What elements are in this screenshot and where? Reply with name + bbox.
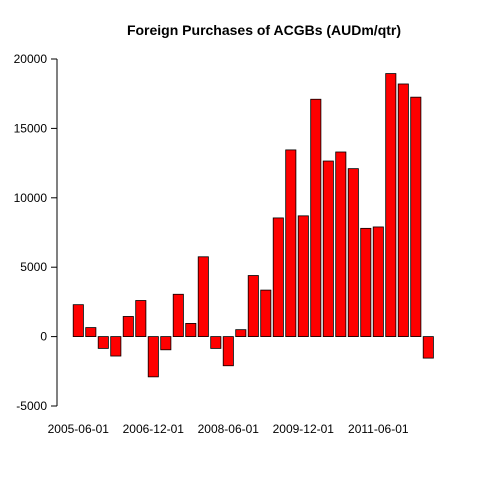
bar-18	[297, 215, 309, 337]
y-tick-label: -5000	[16, 399, 47, 413]
bar-24	[372, 226, 384, 337]
y-tick-label: 20000	[14, 52, 48, 66]
bar-23	[360, 227, 372, 337]
bar-19	[310, 98, 322, 338]
bar-3	[110, 336, 122, 357]
x-tick-label: 2008-06-01	[198, 422, 260, 436]
bar-28	[422, 336, 434, 359]
y-tick-label: 10000	[14, 191, 48, 205]
bar-27	[410, 96, 422, 337]
bar-8	[172, 293, 184, 337]
bar-22	[347, 168, 359, 337]
bar-16	[272, 217, 284, 337]
bar-13	[235, 329, 247, 338]
bar-20	[322, 160, 334, 338]
bar-6	[147, 336, 159, 378]
bar-26	[397, 83, 409, 337]
bar-21	[335, 151, 347, 338]
bar-0	[72, 304, 84, 337]
chart-title: Foreign Purchases of ACGBs (AUDm/qtr)	[127, 22, 401, 38]
bars-group	[72, 73, 434, 378]
y-tick-label: 0	[40, 330, 47, 344]
y-tick-label: 5000	[20, 260, 47, 274]
bar-5	[135, 300, 147, 338]
bar-11	[210, 336, 222, 349]
bar-15	[260, 289, 272, 338]
bar-1	[85, 327, 97, 337]
x-tick-label: 2005-06-01	[48, 422, 110, 436]
bar-12	[222, 336, 234, 367]
bar-4	[122, 316, 134, 338]
bar-25	[385, 73, 397, 337]
y-tick-label: 15000	[14, 121, 48, 135]
bar-2	[97, 336, 109, 349]
x-tick-label: 2011-06-01	[348, 422, 409, 436]
bar-7	[160, 336, 172, 351]
y-axis: -5000 0 5000 10000 15000 20000	[14, 52, 58, 413]
x-tick-label: 2009-12-01	[273, 422, 335, 436]
bar-17	[285, 149, 297, 338]
x-tick-label: 2006-12-01	[123, 422, 185, 436]
bar-14	[247, 275, 259, 337]
bar-9	[185, 323, 197, 338]
x-axis: 2005-06-01 2006-12-01 2008-06-01 2009-12-01…	[48, 422, 409, 436]
bar-10	[197, 256, 209, 338]
